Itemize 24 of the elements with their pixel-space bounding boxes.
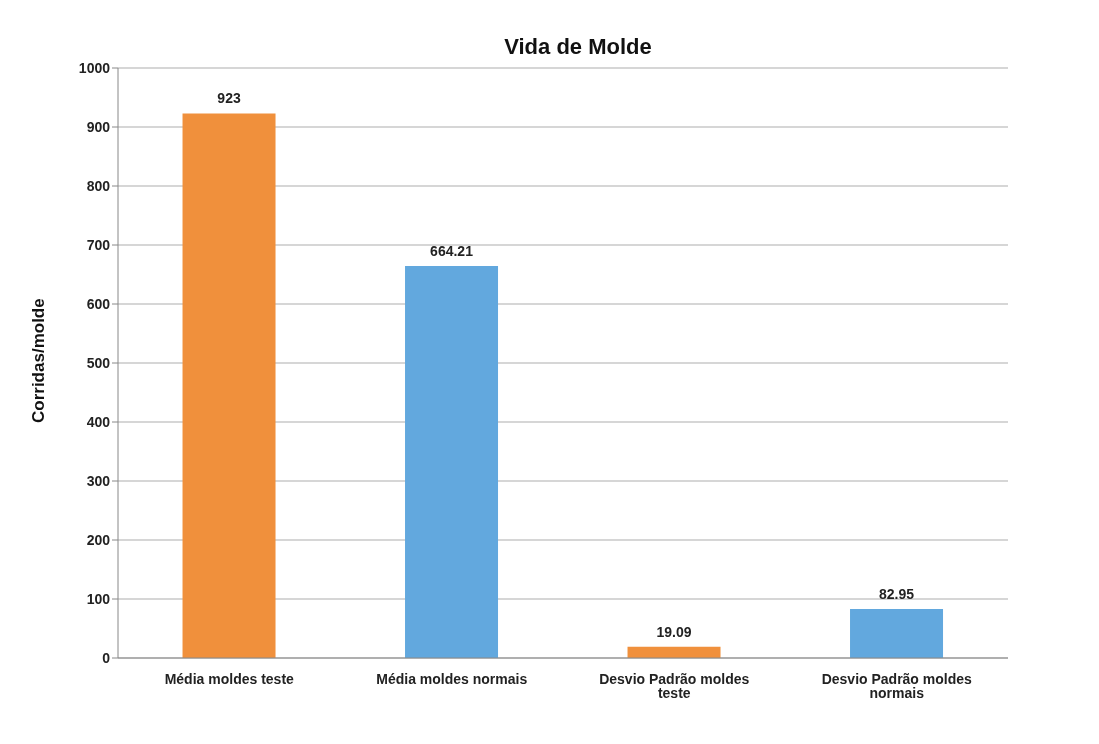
y-tick-label: 900 xyxy=(86,118,111,135)
x-tick-label: Média moldes teste xyxy=(164,670,295,687)
y-tick-label: 800 xyxy=(86,177,111,194)
y-tick-label: 100 xyxy=(86,590,111,607)
y-tick-label: 1000 xyxy=(78,59,111,76)
x-tick-label: Desvio Padrão moldes normais xyxy=(821,670,973,701)
y-tick-label: 400 xyxy=(86,413,111,430)
data-label: 19.09 xyxy=(656,623,692,640)
data-label: 664.21 xyxy=(430,243,474,260)
y-tick-label: 500 xyxy=(86,354,111,371)
y-tick-label: 0 xyxy=(102,649,111,666)
bar xyxy=(182,113,276,658)
y-tick-label: 300 xyxy=(86,472,111,489)
bar xyxy=(850,609,944,658)
y-tick-label: 200 xyxy=(86,531,111,548)
chart-title: Vida de Molde xyxy=(504,34,652,59)
y-axis-title: Corridas/molde xyxy=(29,298,49,423)
y-tick-label: 700 xyxy=(86,236,111,253)
data-label: 923 xyxy=(217,90,241,107)
x-tick-label: Desvio Padrão moldes teste xyxy=(599,670,750,701)
bar xyxy=(405,266,499,658)
y-tick-label: 600 xyxy=(86,295,111,312)
data-label: 82.95 xyxy=(879,586,915,603)
x-tick-label: Média moldes normais xyxy=(376,670,528,687)
